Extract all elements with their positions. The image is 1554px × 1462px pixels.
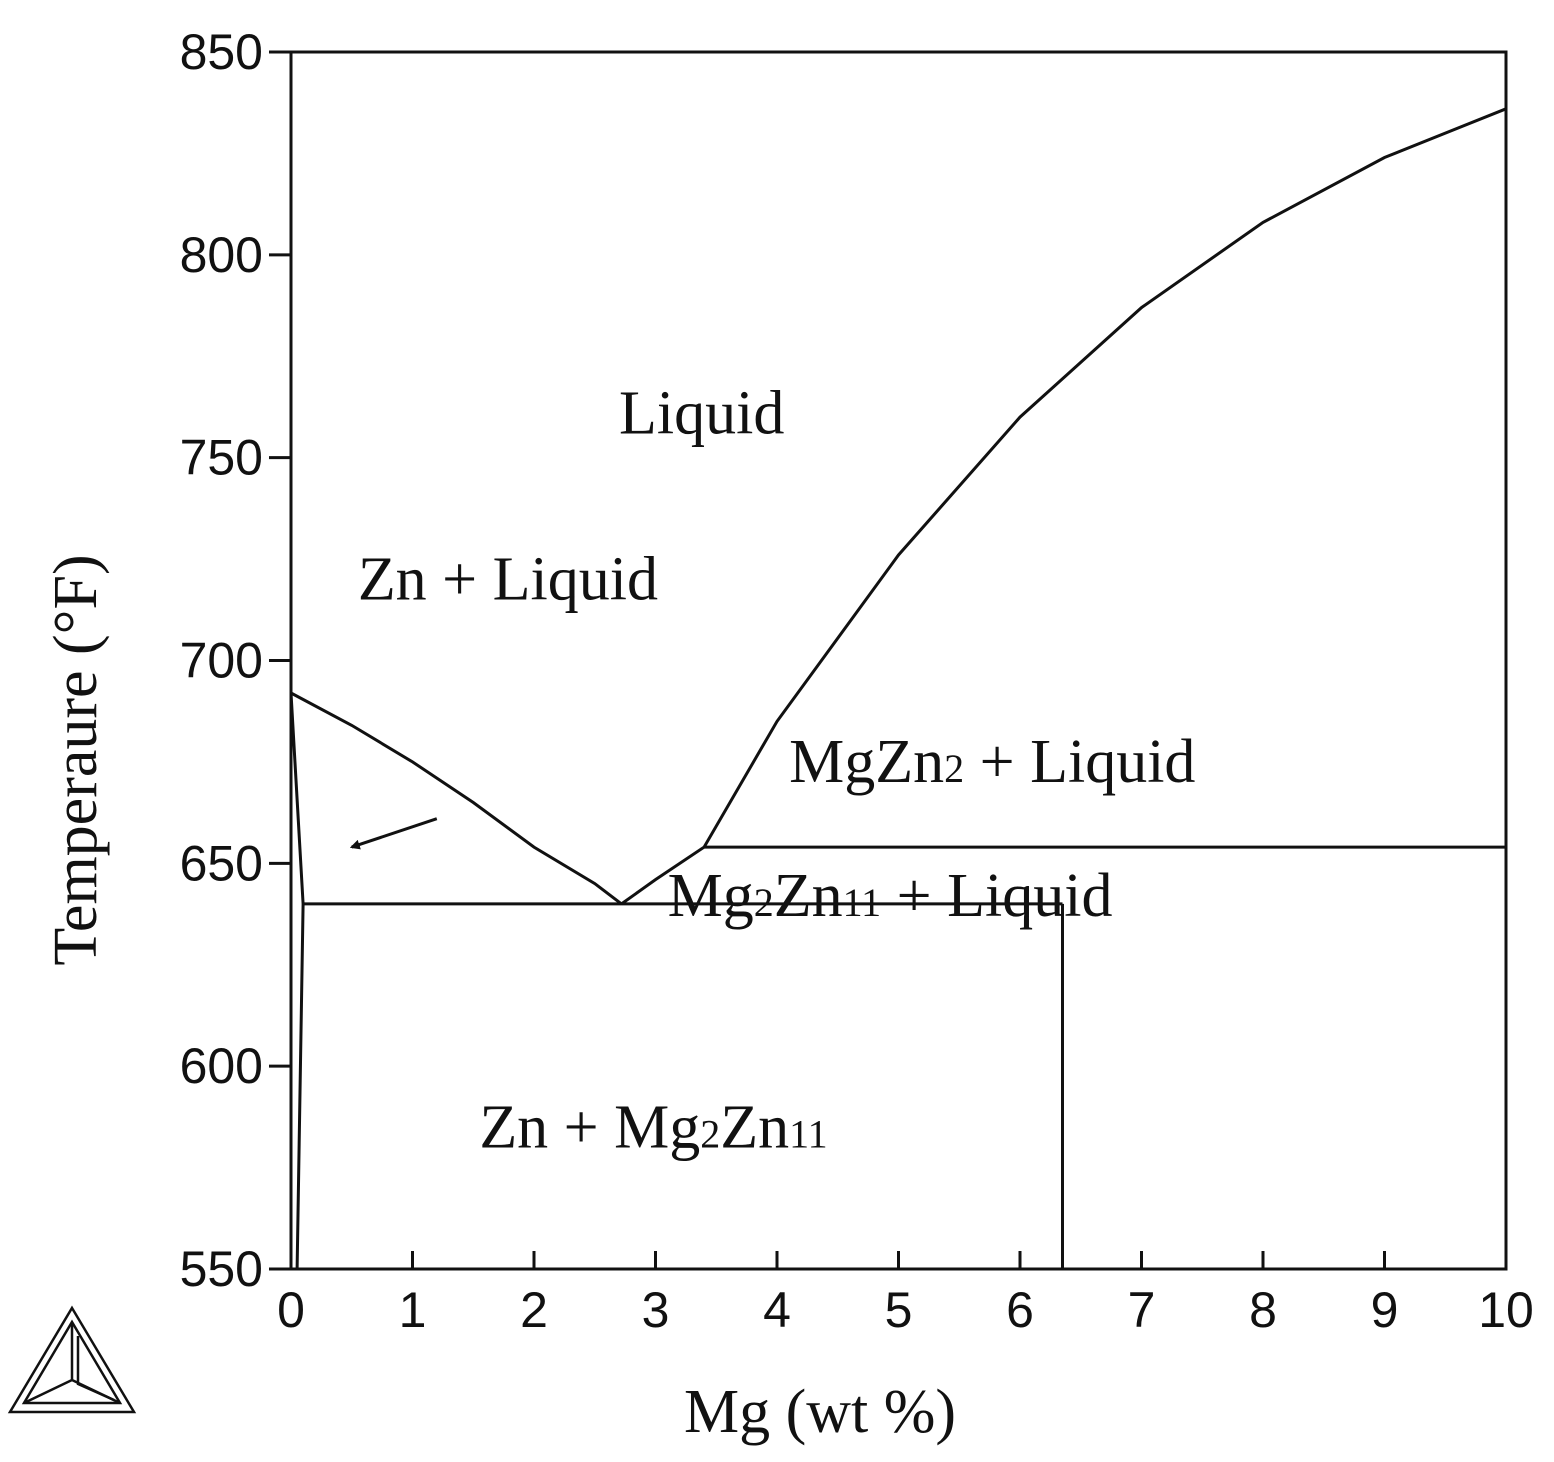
region-label-part: Mg: [668, 862, 754, 930]
region-label: MgZn2 + Liquid: [789, 728, 1195, 796]
region-label-part: Zn + Liquid: [358, 546, 658, 614]
region-label: Zn + Mg2Zn11: [479, 1093, 827, 1161]
region-label-part: MgZn: [789, 728, 944, 796]
region-label-subscript: 2: [944, 746, 964, 791]
y-tick-label: 600: [180, 1038, 263, 1094]
region-label-part: + Liquid: [881, 862, 1112, 930]
y-tick-label: 650: [180, 835, 263, 891]
y-axis-title: Temperaure (°F): [42, 554, 110, 965]
plot-frame: [289, 50, 1508, 1271]
software-logo-icon: [7, 1305, 137, 1414]
y-axis-ticks: 550 600 650 700 750 800 850: [180, 24, 291, 1297]
y-tick-label: 750: [180, 430, 263, 486]
y-tick-label: 800: [180, 227, 263, 283]
x-tick-label: 9: [1371, 1282, 1399, 1338]
phase-boundary-line: [290, 691, 623, 906]
x-tick-label: 0: [277, 1282, 305, 1338]
region-label: Zn + Liquid: [358, 546, 658, 614]
x-axis-title: Mg (wt %): [684, 1378, 956, 1446]
phase-boundaries: [289, 107, 1507, 1270]
x-tick-label: 3: [642, 1282, 670, 1338]
x-tick-label: 4: [763, 1282, 791, 1338]
region-label-subscript: 2: [700, 1111, 720, 1156]
region-label: Mg2Zn11 + Liquid: [668, 862, 1113, 930]
region-label-subscript: 11: [789, 1111, 828, 1156]
x-axis-ticks: 0 1 2 3 4 5 6 7 8 9 10: [277, 1251, 1534, 1338]
region-label-subscript: 2: [754, 880, 774, 925]
x-tick-label: 10: [1478, 1282, 1534, 1338]
x-tick-label: 1: [399, 1282, 427, 1338]
y-tick-label: 850: [180, 24, 263, 80]
pointer-arrow: [349, 817, 438, 850]
x-tick-label: 2: [520, 1282, 548, 1338]
region-label: Liquid: [619, 379, 784, 447]
x-tick-label: 7: [1128, 1282, 1156, 1338]
y-tick-label: 700: [180, 633, 263, 689]
x-tick-label: 5: [885, 1282, 913, 1338]
phase-boundary-line: [289, 692, 305, 1270]
region-label-part: Zn: [774, 862, 843, 930]
region-label-part: Zn: [720, 1093, 789, 1161]
region-label-part: + Liquid: [964, 728, 1195, 796]
y-tick-label: 550: [180, 1241, 263, 1297]
x-tick-label: 6: [1006, 1282, 1034, 1338]
region-label-part: Liquid: [619, 379, 784, 447]
region-label-subscript: 11: [843, 880, 882, 925]
region-label-part: Zn + Mg: [479, 1093, 700, 1161]
x-tick-label: 8: [1249, 1282, 1277, 1338]
phase-boundary-line: [620, 107, 1507, 906]
